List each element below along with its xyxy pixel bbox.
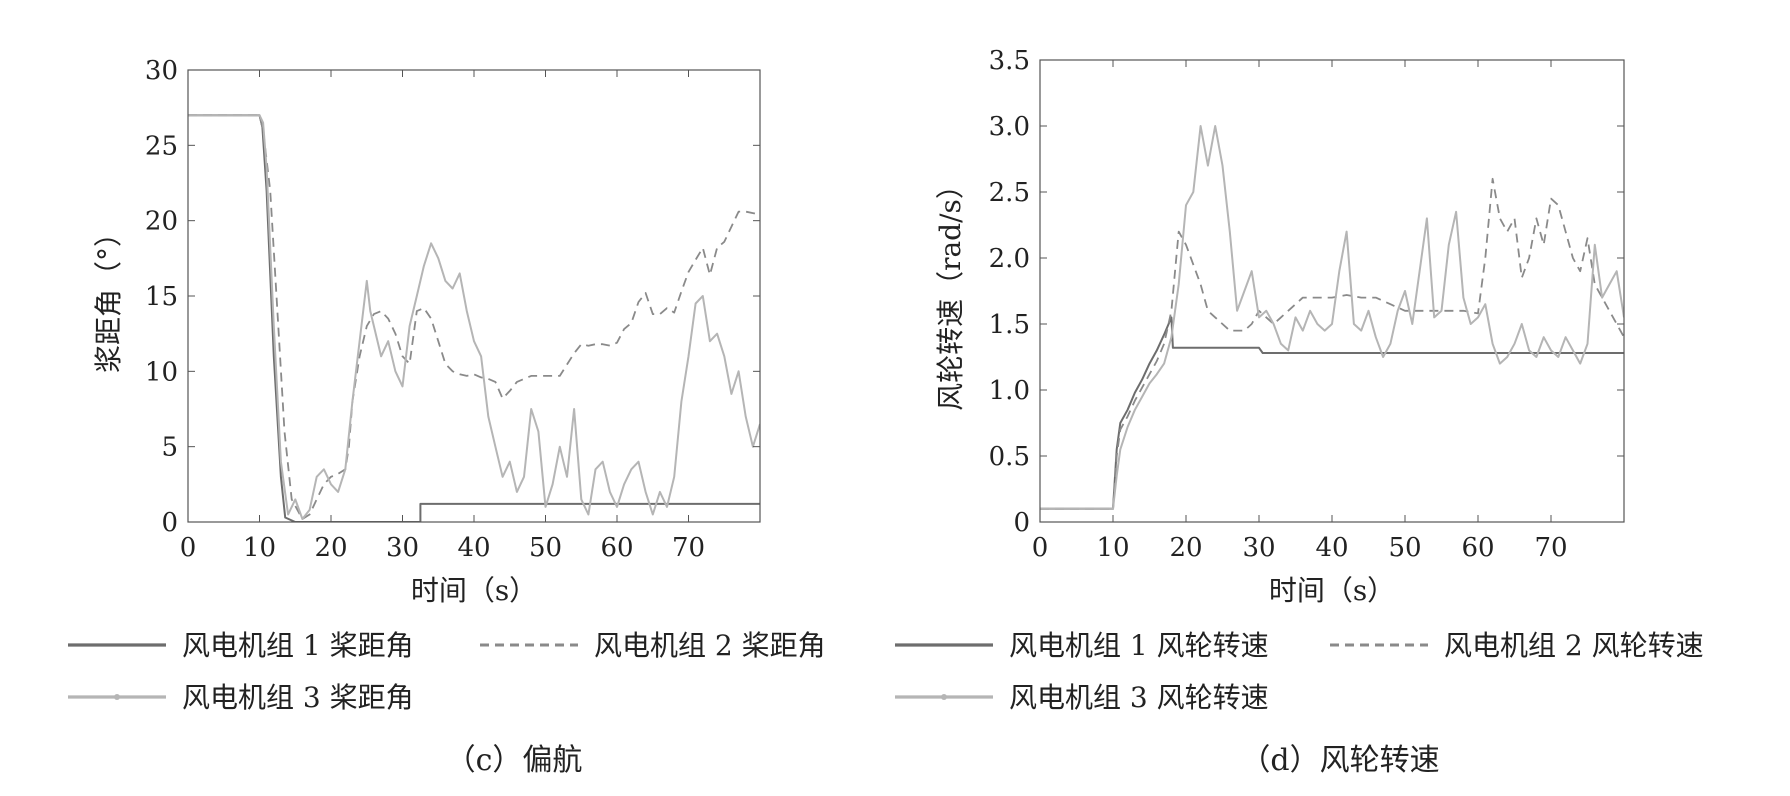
legend-item-1: 风电机组 1 桨距角 bbox=[68, 629, 414, 662]
y-tick-label: 0 bbox=[1013, 508, 1030, 538]
y-tick-label: 3.0 bbox=[989, 112, 1030, 142]
x-tick-label: 40 bbox=[457, 533, 490, 563]
y-axis-title: 浆距角（°） bbox=[92, 219, 125, 373]
x-tick-label: 10 bbox=[243, 533, 276, 563]
chart-c: 0 10 20 30 40 50 60 70 0 5 10 15 20 25 30 时间（s） 浆距角（°） 风电… bbox=[68, 56, 826, 778]
plot-frame bbox=[187, 69, 761, 523]
y-tick-label: 30 bbox=[145, 56, 178, 86]
series-group bbox=[1040, 125, 1624, 510]
legend-marker bbox=[941, 694, 947, 700]
legend-label: 风电机组 1 桨距角 bbox=[182, 629, 414, 662]
chart-caption: （d）风轮转速 bbox=[1240, 743, 1439, 778]
y-tick-label: 10 bbox=[145, 357, 178, 387]
chart-caption: （c）偏航 bbox=[446, 743, 583, 778]
legend-label: 风电机组 3 桨距角 bbox=[182, 681, 414, 714]
legend-item-3: 风电机组 3 风轮转速 bbox=[895, 681, 1269, 714]
legend-label: 风电机组 1 风轮转速 bbox=[1009, 629, 1269, 662]
legend-label: 风电机组 2 风轮转速 bbox=[1444, 629, 1704, 662]
legend-marker bbox=[114, 694, 120, 700]
x-tick-label: 0 bbox=[180, 533, 197, 563]
chart-d: 0 10 20 30 40 50 60 70 0 0.5 1.0 1.5 2.0 2.5 3.0 3.5 时间（… bbox=[895, 46, 1704, 778]
series-line-1 bbox=[1040, 316, 1624, 510]
plot-frame bbox=[1039, 59, 1625, 523]
x-tick-label: 0 bbox=[1032, 533, 1049, 563]
series-line-3 bbox=[1040, 125, 1624, 510]
y-tick-label: 2.5 bbox=[989, 178, 1030, 208]
series-line-2 bbox=[188, 114, 760, 520]
y-axis-title: 风轮转速（rad/s） bbox=[934, 171, 967, 411]
x-tick-label: 30 bbox=[386, 533, 419, 563]
legend-item-3: 风电机组 3 桨距角 bbox=[68, 681, 414, 714]
y-tick-label: 5 bbox=[161, 433, 178, 463]
series-line-2 bbox=[1040, 177, 1624, 510]
y-tick-label: 0.5 bbox=[989, 442, 1030, 472]
x-tick-label: 10 bbox=[1096, 533, 1129, 563]
x-tick-label: 50 bbox=[529, 533, 562, 563]
legend-label: 风电机组 3 风轮转速 bbox=[1009, 681, 1269, 714]
y-tick-label: 2.0 bbox=[989, 244, 1030, 274]
x-tick-label: 30 bbox=[1242, 533, 1275, 563]
y-tick-label: 15 bbox=[145, 282, 178, 312]
legend-item-2: 风电机组 2 桨距角 bbox=[480, 629, 826, 662]
series-line-3 bbox=[188, 114, 760, 520]
legend-item-2: 风电机组 2 风轮转速 bbox=[1330, 629, 1704, 662]
x-tick-label: 20 bbox=[1169, 533, 1202, 563]
series-group bbox=[188, 114, 760, 522]
y-tick-label: 20 bbox=[145, 207, 178, 237]
x-tick-label: 60 bbox=[1461, 533, 1494, 563]
x-tick-label: 20 bbox=[314, 533, 347, 563]
x-tick-label: 40 bbox=[1315, 533, 1348, 563]
x-tick-label: 70 bbox=[1534, 533, 1567, 563]
x-axis-title: 时间（s） bbox=[411, 574, 537, 607]
x-tick-label: 70 bbox=[672, 533, 705, 563]
x-tick-label: 50 bbox=[1388, 533, 1421, 563]
x-axis-title: 时间（s） bbox=[1269, 574, 1395, 607]
x-tick-label: 60 bbox=[600, 533, 633, 563]
y-tick-label: 1.0 bbox=[989, 376, 1030, 406]
legend-label: 风电机组 2 桨距角 bbox=[594, 629, 826, 662]
y-tick-label: 3.5 bbox=[989, 46, 1030, 76]
legend-item-1: 风电机组 1 风轮转速 bbox=[895, 629, 1269, 662]
y-tick-label: 0 bbox=[161, 508, 178, 538]
y-tick-label: 1.5 bbox=[989, 310, 1030, 340]
y-tick-label: 25 bbox=[145, 131, 178, 161]
